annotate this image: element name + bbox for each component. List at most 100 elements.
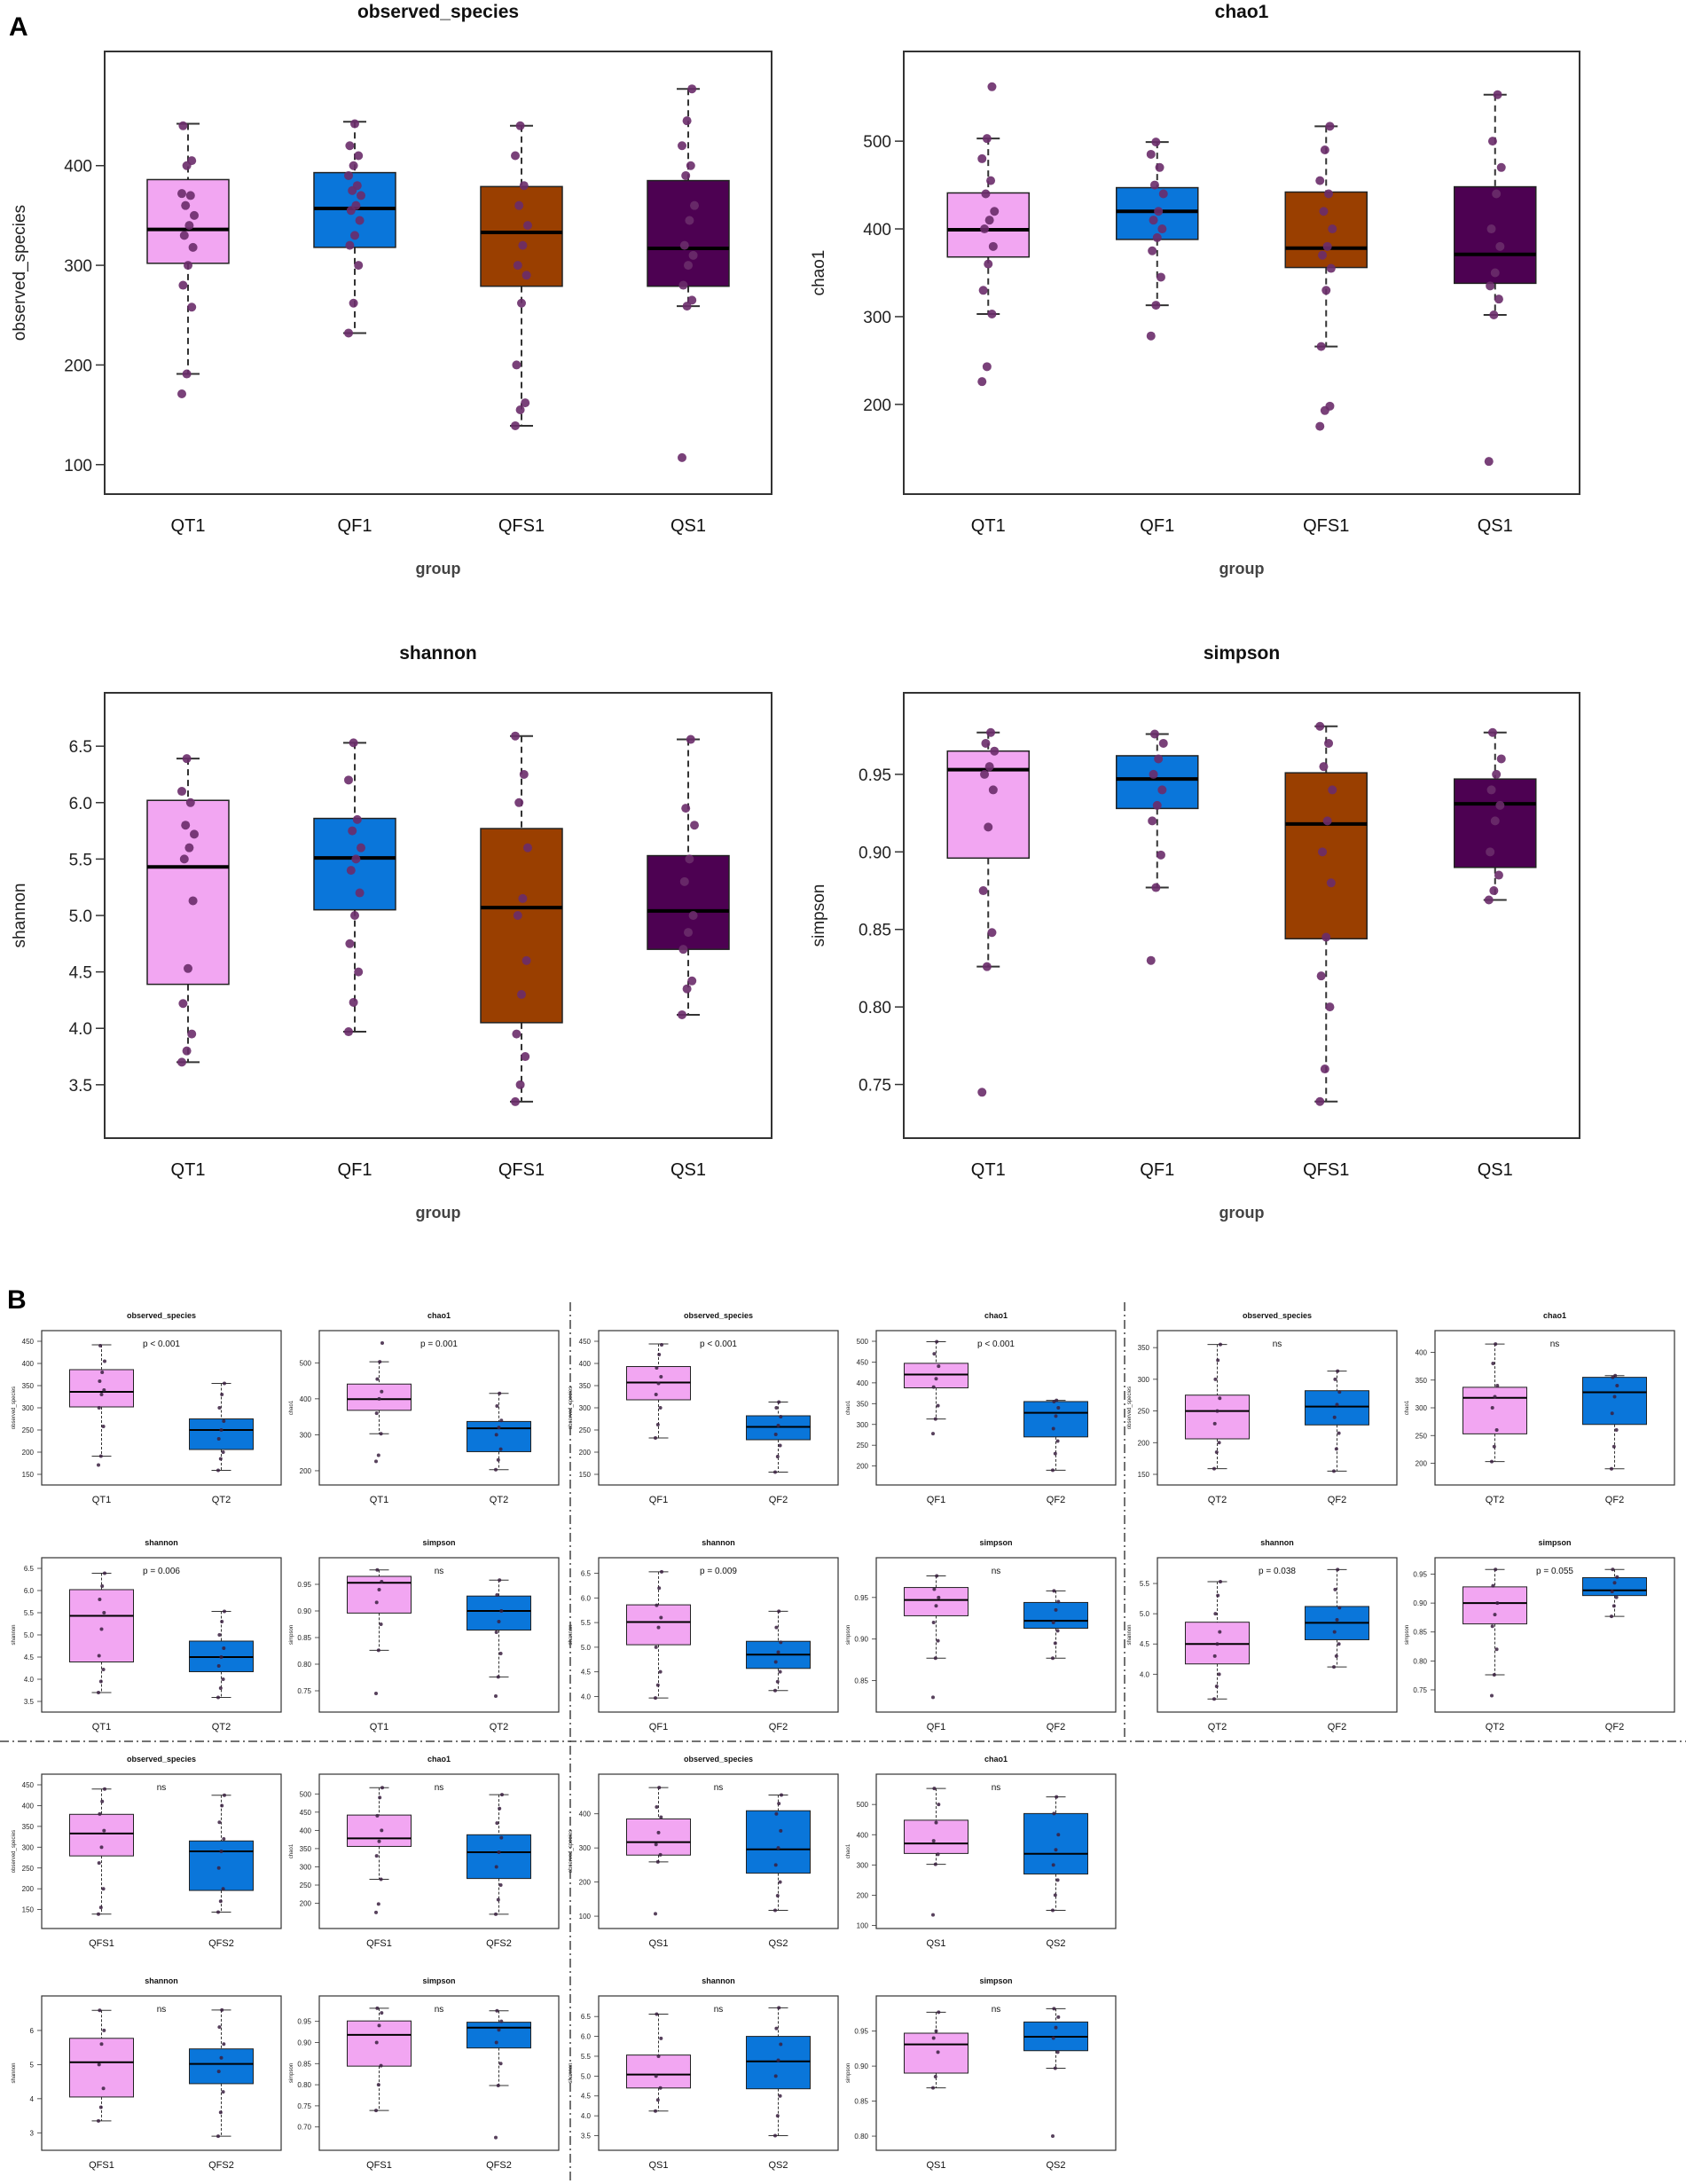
- data-point: [177, 787, 186, 797]
- data-point: [511, 1096, 520, 1106]
- data-point: [936, 2050, 940, 2054]
- data-point: [1333, 1377, 1337, 1381]
- data-point: [931, 1913, 935, 1917]
- data-point: [1486, 281, 1495, 291]
- x-tick-label: QT2: [1208, 1722, 1227, 1732]
- data-point: [1152, 800, 1162, 810]
- data-point: [779, 1415, 783, 1418]
- data-point: [352, 814, 362, 824]
- data-point: [515, 121, 525, 130]
- data-point: [1054, 2025, 1058, 2030]
- data-point: [678, 280, 688, 290]
- data-point: [775, 1455, 780, 1458]
- data-point: [177, 1057, 186, 1067]
- data-point: [678, 452, 686, 462]
- y-tick-label: 200: [22, 1885, 35, 1893]
- data-point: [496, 1897, 500, 1902]
- data-point: [1318, 847, 1328, 857]
- data-point: [682, 302, 692, 311]
- y-axis-label: shannon: [12, 1624, 17, 1645]
- data-point: [1489, 886, 1499, 896]
- data-point: [934, 1604, 938, 1608]
- data-point: [1157, 785, 1167, 795]
- data-point: [344, 170, 353, 180]
- data-point: [184, 261, 192, 271]
- x-tick-label: QS2: [768, 2160, 788, 2171]
- data-point: [1216, 1358, 1220, 1363]
- significance-label: p < 0.001: [700, 1339, 737, 1349]
- box-QF1: QF1: [1116, 137, 1199, 536]
- data-point: [1487, 137, 1497, 146]
- box-QFS1: QFS1: [347, 1786, 412, 1949]
- data-point: [221, 1887, 225, 1891]
- data-point: [1487, 727, 1497, 737]
- box-QT2: QT2: [1463, 1567, 1527, 1732]
- data-point: [654, 1436, 657, 1440]
- chart-B7: shannon 4.0 4.5 5.0 5.5 6.0 6.5 shannon p = 0.00…: [569, 1538, 839, 1732]
- box-iqr: [946, 192, 1030, 258]
- data-point: [101, 1425, 106, 1428]
- data-point: [977, 377, 987, 387]
- x-tick-label: QS2: [1046, 1938, 1065, 1949]
- significance-label: p = 0.038: [1259, 1567, 1296, 1576]
- box-iqr: [189, 2048, 254, 2085]
- data-point: [103, 1787, 106, 1791]
- data-point: [936, 1638, 940, 1643]
- data-point: [779, 2042, 783, 2047]
- data-point: [219, 1655, 223, 1659]
- chart-title: shannon: [702, 1538, 735, 1547]
- x-tick-label: QT1: [171, 1160, 206, 1180]
- panel-a-label: A: [9, 12, 28, 42]
- chart-B1: observed_species 150 200 250 300 350 400 450 obs…: [12, 1311, 282, 1505]
- plot-frame: [875, 1557, 1117, 1713]
- data-point: [1316, 342, 1326, 351]
- box-QS2: QS2: [746, 2006, 811, 2171]
- data-point: [378, 1795, 382, 1800]
- data-point: [1321, 286, 1331, 295]
- data-point: [1496, 754, 1506, 764]
- data-point: [494, 1467, 498, 1472]
- box-QT2: QT2: [189, 1381, 254, 1505]
- data-point: [494, 2135, 498, 2140]
- x-tick-label: QT2: [1486, 1495, 1504, 1505]
- data-point: [374, 1692, 378, 1695]
- chart-B3: shannon 3.5 4.0 4.5 5.0 5.5 6.0 6.5 shannon p = 0…: [12, 1538, 282, 1732]
- y-tick-label: 400: [64, 158, 92, 177]
- significance-label: ns: [1550, 1339, 1560, 1349]
- data-point: [1490, 268, 1500, 278]
- y-tick-label: 5.5: [581, 2053, 592, 2061]
- data-point: [102, 1388, 106, 1392]
- box-QT2: QT2: [1185, 1580, 1250, 1732]
- y-tick-label: 0.95: [854, 2028, 868, 2036]
- data-point: [498, 1391, 502, 1395]
- data-point: [1213, 1612, 1218, 1616]
- data-point: [499, 1609, 504, 1613]
- data-point: [1489, 310, 1499, 319]
- data-point: [936, 1852, 940, 1857]
- data-point: [374, 1854, 379, 1858]
- data-point: [517, 298, 526, 308]
- data-point: [374, 1910, 378, 1914]
- plot-frame: [1157, 1330, 1398, 1486]
- data-point: [778, 1880, 782, 1884]
- data-point: [1146, 149, 1156, 159]
- data-point: [496, 1457, 500, 1462]
- data-point: [687, 295, 697, 305]
- box-QFS1: QFS1: [69, 1787, 134, 1949]
- data-point: [521, 398, 530, 408]
- chart-title: chao1: [984, 1755, 1008, 1764]
- box-iqr: [146, 799, 230, 986]
- data-point: [685, 216, 694, 225]
- data-point: [216, 1866, 221, 1870]
- data-point: [222, 2042, 226, 2047]
- y-tick-label: 350: [857, 1400, 869, 1408]
- data-point: [987, 82, 997, 91]
- x-axis-label: group: [1219, 1204, 1265, 1222]
- y-tick-label: 200: [64, 357, 92, 375]
- data-point: [1318, 250, 1328, 260]
- data-point: [658, 1669, 663, 1674]
- data-point: [987, 309, 997, 318]
- data-point: [182, 369, 192, 379]
- x-tick-label: QFS1: [89, 2160, 114, 2171]
- y-axis-label: chao1: [810, 250, 828, 296]
